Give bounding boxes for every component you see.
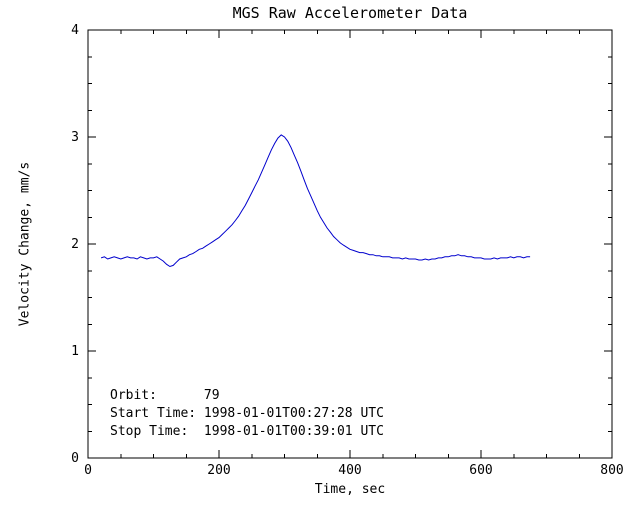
x-tick-label: 0	[84, 463, 92, 478]
x-axis-label: Time, sec	[314, 482, 386, 497]
y-tick-label: 1	[71, 344, 79, 359]
stop-time-annotation: Stop Time: 1998-01-01T00:39:01 UTC	[110, 424, 384, 439]
y-tick-label: 2	[71, 237, 79, 252]
start-time-annotation: Start Time: 1998-01-01T00:27:28 UTC	[110, 406, 384, 421]
x-tick-label: 800	[600, 463, 623, 478]
y-tick-label: 4	[71, 23, 79, 38]
x-tick-label: 200	[207, 463, 230, 478]
y-axis-label: Velocity Change, mm/s	[17, 161, 33, 327]
chart-title: MGS Raw Accelerometer Data	[232, 4, 468, 22]
x-tick-label: 400	[338, 463, 361, 478]
y-tick-label: 3	[71, 130, 79, 145]
orbit-annotation: Orbit: 79	[110, 388, 220, 403]
x-tick-label: 600	[469, 463, 492, 478]
y-tick-label: 0	[71, 451, 79, 466]
data-line	[100, 134, 531, 268]
